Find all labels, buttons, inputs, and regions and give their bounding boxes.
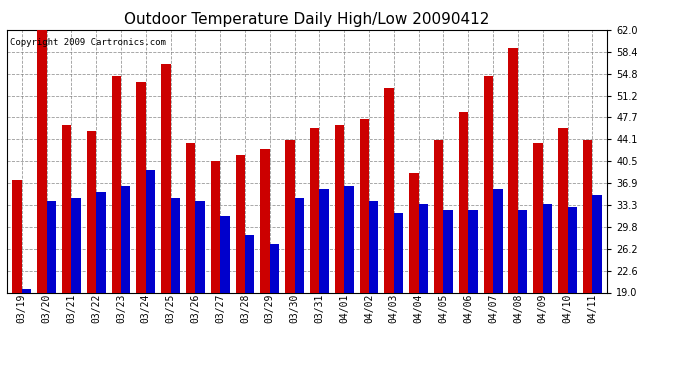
Bar xyxy=(47,201,56,292)
Bar xyxy=(12,180,22,292)
Bar xyxy=(344,186,354,292)
Bar xyxy=(359,118,369,292)
Bar xyxy=(270,244,279,292)
Bar xyxy=(319,189,329,292)
Bar xyxy=(22,290,31,292)
Bar xyxy=(295,198,304,292)
Bar xyxy=(186,143,195,292)
Bar xyxy=(170,198,180,292)
Bar xyxy=(220,216,230,292)
Bar xyxy=(419,204,428,292)
Bar xyxy=(62,124,71,292)
Bar xyxy=(444,210,453,292)
Bar xyxy=(533,143,543,292)
Bar xyxy=(493,189,502,292)
Bar xyxy=(137,82,146,292)
Bar xyxy=(394,213,403,292)
Title: Outdoor Temperature Daily High/Low 20090412: Outdoor Temperature Daily High/Low 20090… xyxy=(124,12,490,27)
Bar xyxy=(235,155,245,292)
Bar xyxy=(112,76,121,292)
Bar xyxy=(592,195,602,292)
Bar xyxy=(384,88,394,292)
Text: Copyright 2009 Cartronics.com: Copyright 2009 Cartronics.com xyxy=(10,38,166,47)
Bar xyxy=(409,174,419,292)
Bar xyxy=(459,112,469,292)
Bar xyxy=(285,140,295,292)
Bar xyxy=(518,210,527,292)
Bar xyxy=(469,210,477,292)
Bar xyxy=(567,207,577,292)
Bar xyxy=(558,128,567,292)
Bar xyxy=(37,30,47,292)
Bar xyxy=(96,192,106,292)
Bar xyxy=(434,140,444,292)
Bar xyxy=(543,204,552,292)
Bar xyxy=(369,201,379,292)
Bar xyxy=(335,124,344,292)
Bar xyxy=(195,201,205,292)
Bar xyxy=(146,170,155,292)
Bar xyxy=(245,234,255,292)
Bar xyxy=(71,198,81,292)
Bar xyxy=(509,48,518,292)
Bar xyxy=(161,64,170,292)
Bar xyxy=(583,140,592,292)
Bar xyxy=(87,131,96,292)
Bar xyxy=(484,76,493,292)
Bar xyxy=(211,161,220,292)
Bar xyxy=(260,149,270,292)
Bar xyxy=(310,128,319,292)
Bar xyxy=(121,186,130,292)
